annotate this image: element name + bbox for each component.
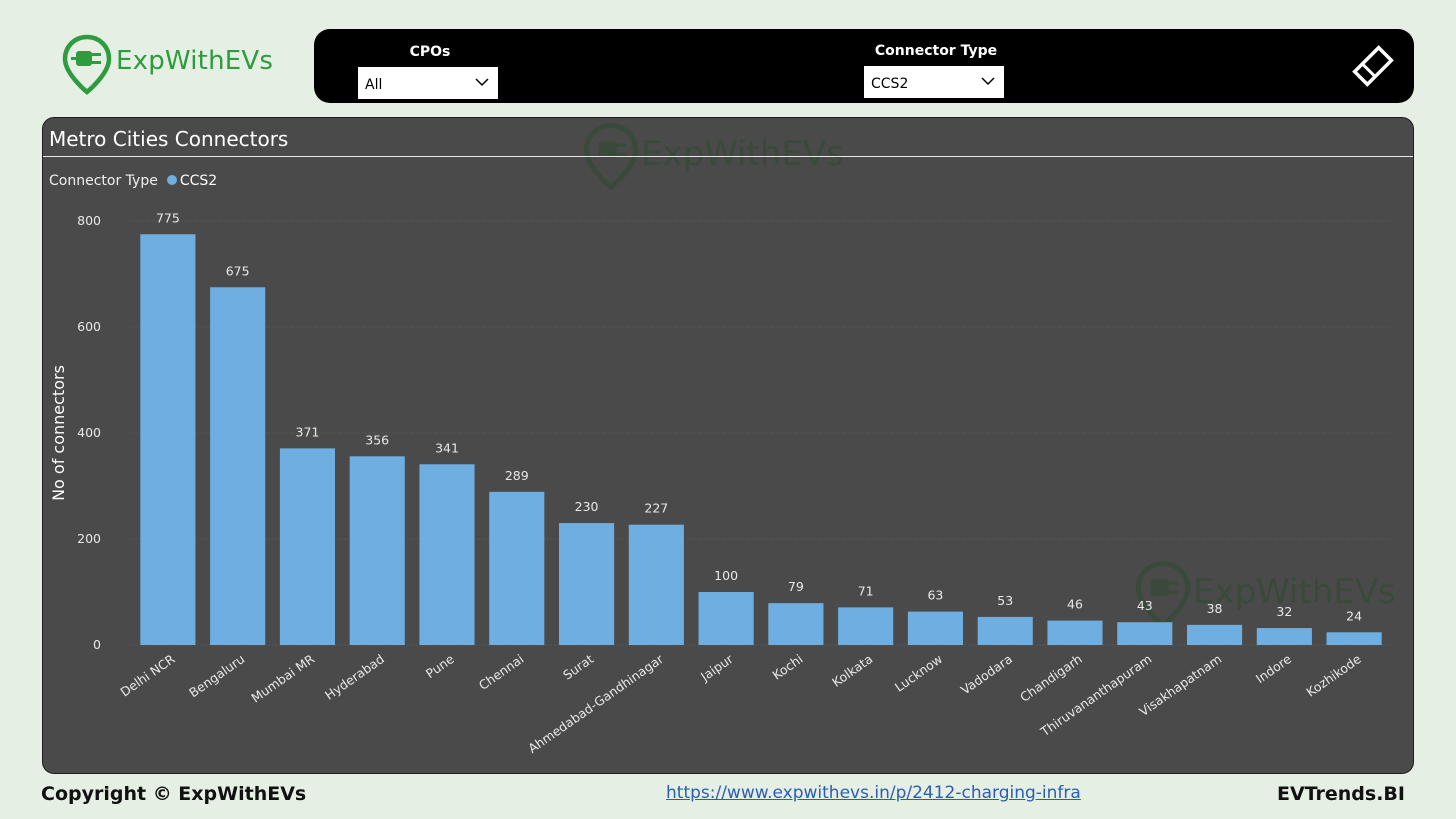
- x-tick-label: Lucknow: [892, 651, 945, 695]
- x-tick-label: Kochi: [770, 651, 806, 683]
- data-label: 71: [858, 583, 874, 598]
- x-tick-label: Surat: [560, 651, 596, 683]
- bar[interactable]: [210, 287, 266, 645]
- bar[interactable]: [558, 523, 615, 645]
- legend-item[interactable]: CCS2: [179, 173, 218, 189]
- bar[interactable]: [1256, 628, 1312, 645]
- data-label: 46: [1067, 597, 1083, 612]
- eraser-icon[interactable]: [1350, 43, 1396, 89]
- filter-bar: CPOs All Connector Type CCS2: [314, 29, 1414, 103]
- x-tick-label: Indore: [1253, 651, 1294, 686]
- chart-title: Metro Cities Connectors: [49, 127, 289, 151]
- data-label: 53: [997, 593, 1013, 608]
- data-label: 32: [1276, 604, 1292, 619]
- plug-pin-icon: [62, 34, 112, 95]
- bar[interactable]: [698, 592, 754, 645]
- legend-title: Connector Type: [49, 173, 158, 189]
- y-tick-label: 0: [93, 637, 101, 652]
- data-label: 38: [1207, 601, 1223, 616]
- data-label: 24: [1346, 608, 1362, 623]
- data-label: 43: [1137, 598, 1153, 613]
- data-label: 675: [226, 263, 250, 278]
- bar[interactable]: [489, 491, 545, 645]
- x-tick-label: Mumbai MR: [248, 651, 317, 706]
- bar[interactable]: [1326, 632, 1382, 645]
- bar[interactable]: [1047, 620, 1103, 645]
- data-label: 341: [435, 440, 459, 455]
- chart-legend: Connector Type CCS2: [49, 173, 217, 189]
- bar[interactable]: [838, 607, 894, 645]
- x-tick-label: Thiruvananthapuram: [1037, 651, 1155, 740]
- copyright-text: Copyright © ExpWithEVs: [41, 783, 307, 805]
- y-tick-label: 600: [77, 319, 101, 334]
- bar[interactable]: [1117, 622, 1173, 645]
- watermark-logo: ExpWithEVs: [583, 120, 844, 198]
- connector-dropdown[interactable]: CCS2: [864, 66, 1004, 98]
- y-tick-label: 800: [77, 213, 101, 228]
- bar[interactable]: [1186, 624, 1243, 645]
- data-label: 230: [575, 499, 599, 514]
- x-tick-label: Ahmedabad-Gandhinagar: [525, 651, 666, 756]
- x-tick-label: Pune: [423, 651, 457, 681]
- brand-name: ExpWithEVs: [116, 46, 274, 76]
- data-label: 227: [644, 501, 668, 516]
- x-tick-label: Vadodara: [958, 651, 1015, 697]
- y-axis-label: No of connectors: [49, 365, 68, 501]
- x-tick-label: Delhi NCR: [117, 651, 177, 700]
- bar[interactable]: [140, 234, 196, 645]
- x-tick-label: Hyderabad: [322, 651, 387, 703]
- footer-brand: EVTrends.BI: [1276, 783, 1405, 805]
- data-label: 63: [927, 588, 943, 603]
- watermark-text: ExpWithEVs: [1193, 572, 1396, 612]
- data-label: 79: [788, 579, 804, 594]
- chevron-down-icon: [981, 77, 995, 86]
- x-tick-label: Kozhikode: [1303, 651, 1364, 700]
- bar[interactable]: [349, 456, 405, 645]
- chevron-down-icon: [475, 78, 489, 87]
- legend-swatch: [166, 175, 177, 185]
- x-tick-label: Chennai: [476, 651, 527, 693]
- x-tick-label: Kolkata: [829, 651, 875, 690]
- cpo-filter-label: CPOs: [409, 44, 451, 60]
- cpo-dropdown-value: All: [365, 77, 383, 93]
- bar[interactable]: [419, 464, 475, 645]
- bar[interactable]: [279, 448, 336, 645]
- bar[interactable]: [907, 611, 964, 645]
- brand-logo: ExpWithEVs: [62, 34, 282, 96]
- bar[interactable]: [768, 603, 824, 645]
- x-tick-label: Chandigarh: [1017, 651, 1085, 705]
- title-divider: [43, 156, 1413, 157]
- bar-chart: 0 200 400 600 800 No of connectors 775 Delhi NC…: [49, 210, 1391, 756]
- watermark-logo: ExpWithEVs: [1135, 558, 1396, 636]
- data-label: 775: [156, 210, 180, 225]
- chart-panel: ExpWithEVs ExpWithEVs Metro Cities Conne…: [42, 117, 1414, 774]
- cpo-dropdown[interactable]: All: [358, 67, 498, 99]
- data-label: 100: [714, 568, 738, 583]
- x-tick-label: Jaipur: [697, 651, 736, 685]
- y-tick-label: 400: [77, 425, 101, 440]
- plug-pin-icon: [583, 123, 639, 191]
- source-link[interactable]: https://www.expwithevs.in/p/2412-chargin…: [666, 783, 1081, 803]
- watermark-text: ExpWithEVs: [641, 134, 844, 174]
- data-label: 289: [505, 468, 529, 483]
- connector-filter-label: Connector Type: [874, 43, 998, 59]
- bar[interactable]: [628, 524, 684, 645]
- x-tick-label: Bengaluru: [186, 651, 247, 700]
- connector-dropdown-value: CCS2: [871, 76, 909, 92]
- bar[interactable]: [977, 616, 1033, 645]
- data-label: 371: [296, 424, 320, 439]
- data-label: 356: [365, 432, 389, 447]
- y-tick-label: 200: [77, 531, 101, 546]
